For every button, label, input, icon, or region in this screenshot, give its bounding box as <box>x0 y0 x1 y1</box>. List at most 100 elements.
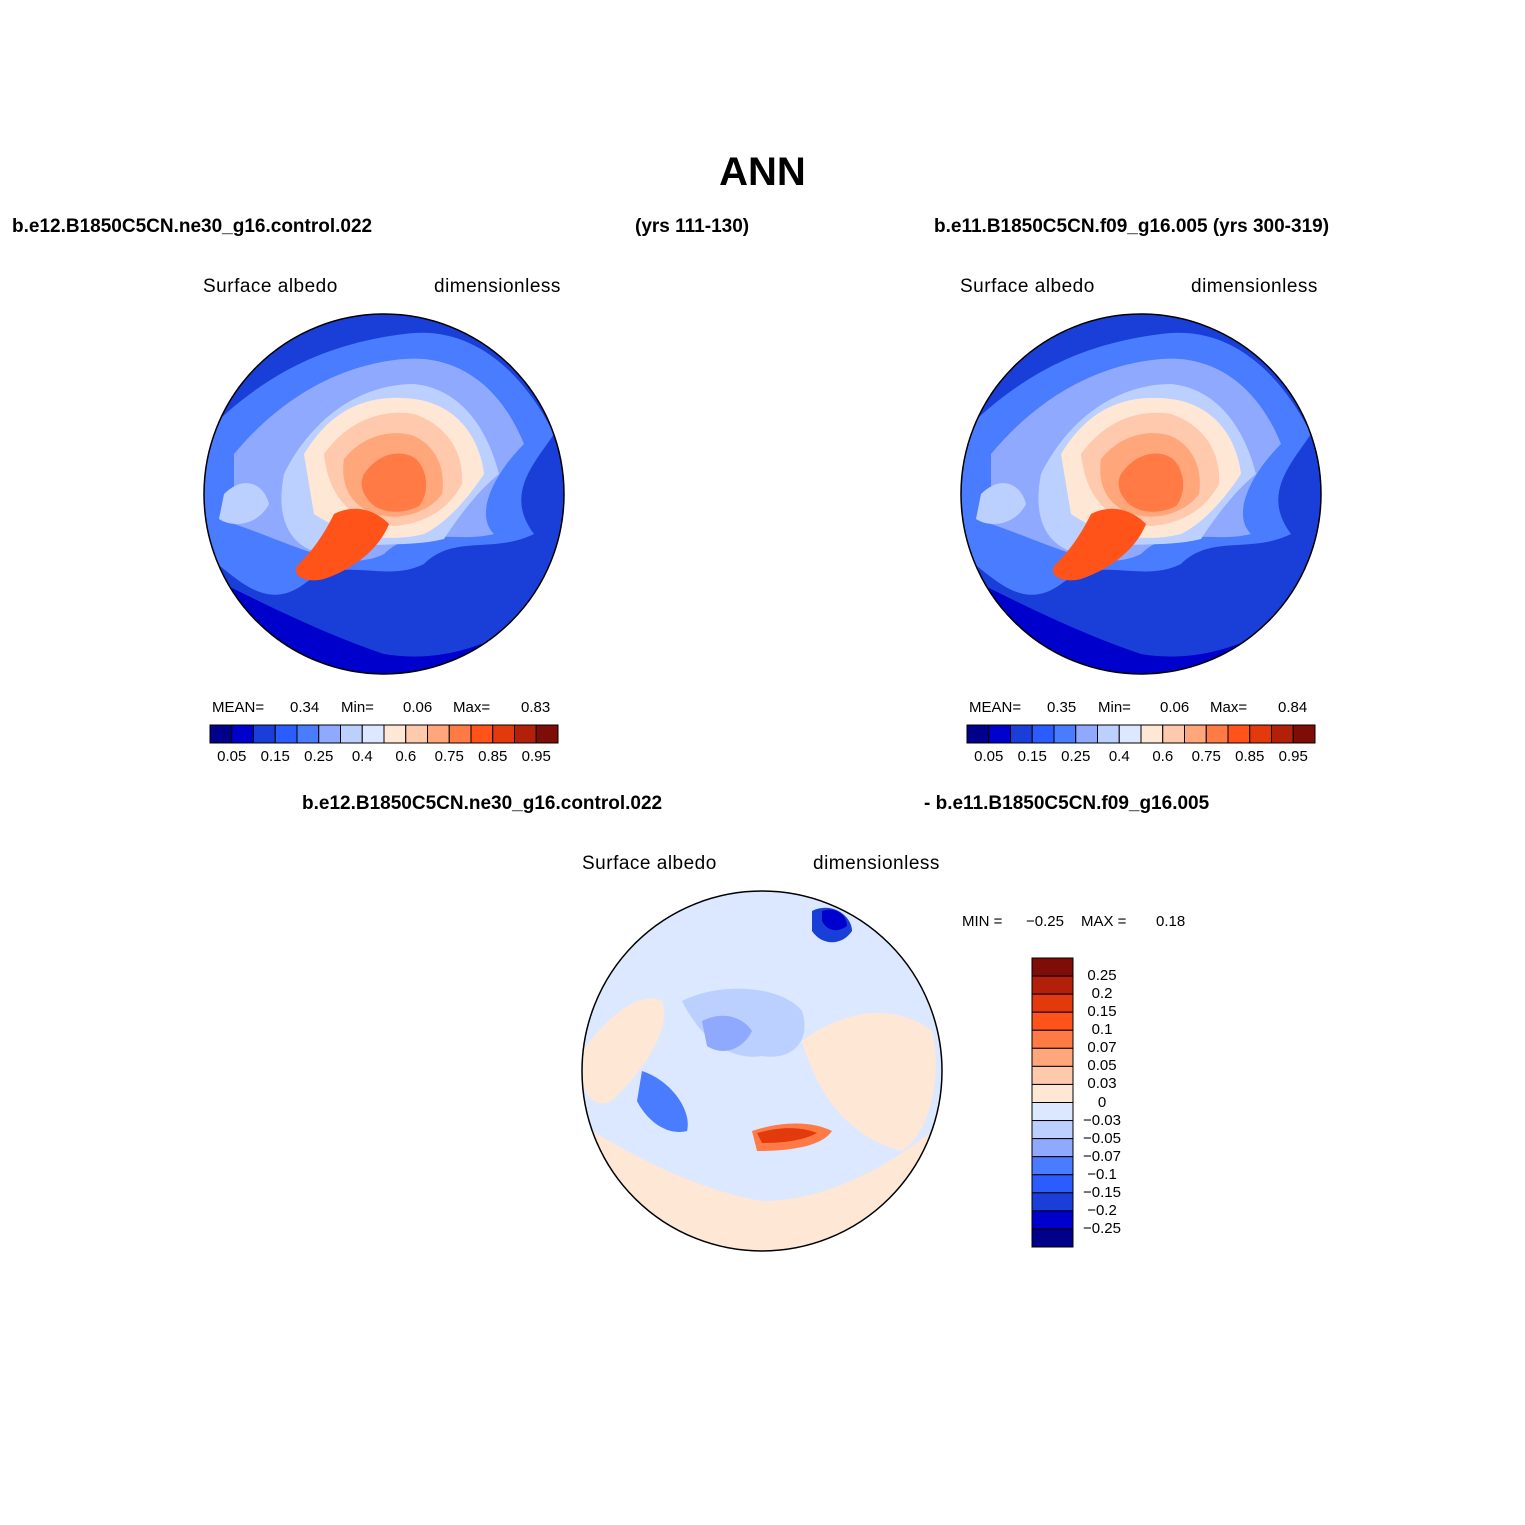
diff-colorbar-cell <box>1031 1156 1074 1176</box>
diff-colorbar-label: −0.15 <box>1083 1183 1121 1201</box>
diff-colorbar-cell <box>1031 1011 1074 1031</box>
colorbar-tick-label: 0.15 <box>1017 748 1047 765</box>
diff-colorbar-cell <box>1031 1083 1074 1103</box>
colorbar-tick-label: 0.4 <box>351 748 373 765</box>
diff-max-label: MAX = <box>1081 913 1127 930</box>
colorbar-cell <box>988 724 1011 744</box>
colorbar-tick-label: 0.6 <box>1152 748 1174 765</box>
colorbar-cell <box>253 724 276 744</box>
diff-colorbar-label: 0.05 <box>1087 1057 1117 1075</box>
panel1-units: dimensionless <box>434 276 561 297</box>
colorbar-tick-label: 0.25 <box>304 748 334 765</box>
colorbar-cell <box>1097 724 1120 744</box>
diff-colorbar-label: 0.07 <box>1087 1039 1117 1057</box>
diff-colorbar-cell <box>1031 1138 1074 1158</box>
colorbar-tick-label: 0.75 <box>1191 748 1221 765</box>
panel1-mean-label: MEAN= <box>212 699 265 716</box>
diff-colorbar-cell <box>1031 1065 1074 1085</box>
diff-colorbar-label: 0 <box>1097 1093 1107 1111</box>
colorbar-cell <box>492 724 515 744</box>
diff-colorbar-cell <box>1031 993 1074 1013</box>
diff-colorbar-label: −0.07 <box>1083 1147 1121 1165</box>
colorbar-cell <box>470 724 494 744</box>
diff-colorbar-cell <box>1031 1047 1074 1067</box>
diff-colorbar-label: −0.2 <box>1087 1201 1117 1219</box>
colorbar-cell <box>1227 724 1251 744</box>
panel2-min-label: Min= <box>1098 699 1131 716</box>
case2-label: b.e11.B1850C5CN.f09_g16.005 (yrs 300-319… <box>934 216 1330 237</box>
colorbar-cell <box>1271 724 1294 744</box>
colorbar-cell <box>1118 724 1142 744</box>
diff-colorbar-cell <box>1031 1228 1074 1248</box>
diff-colorbar-cell <box>1031 1102 1074 1122</box>
panel1-variable: Surface albedo <box>203 276 338 297</box>
diff-colorbar-cell <box>1031 1120 1074 1140</box>
colorbar-cell <box>405 724 428 744</box>
panel1-map <box>203 313 565 675</box>
colorbar-tick-label: 0.4 <box>1108 748 1130 765</box>
panel2-colorbar <box>966 724 1316 744</box>
panel1-min-label: Min= <box>341 699 374 716</box>
panel2-max-label: Max= <box>1210 699 1248 716</box>
case1-label: b.e12.B1850C5CN.ne30_g16.control.022 <box>12 216 373 237</box>
panel2-units: dimensionless <box>1191 276 1318 297</box>
colorbar-cell <box>1031 724 1055 744</box>
colorbar-cell <box>1292 724 1316 744</box>
diff-units: dimensionless <box>813 853 940 874</box>
colorbar-tick-label: 0.95 <box>1278 748 1308 765</box>
diff-colorbar-cell <box>1031 1029 1074 1049</box>
colorbar-tick-label: 0.05 <box>974 748 1004 765</box>
panel1-max-value: 0.83 <box>521 699 551 716</box>
diff-colorbar-cell <box>1031 975 1074 995</box>
diff-colorbar-label: 0.15 <box>1087 1003 1117 1021</box>
colorbar-tick-label: 0.75 <box>434 748 464 765</box>
colorbar-cell <box>231 724 254 744</box>
colorbar-cell <box>535 724 559 744</box>
panel2-max-value: 0.84 <box>1278 699 1308 716</box>
colorbar-cell <box>448 724 472 744</box>
diff-variable: Surface albedo <box>582 853 717 874</box>
diff-colorbar-cell <box>1031 1192 1074 1212</box>
colorbar-cell <box>1205 724 1229 744</box>
colorbar-tick-label: 0.25 <box>1061 748 1091 765</box>
panel2-mean-label: MEAN= <box>969 699 1022 716</box>
diff-min-value: −0.25 <box>1026 913 1064 930</box>
diff-colorbar-cell <box>1031 1174 1074 1194</box>
colorbar-cell <box>514 724 537 744</box>
panel2-mean-value: 0.35 <box>1047 699 1077 716</box>
colorbar-cell <box>209 724 233 744</box>
case1-years-label: (yrs 111-130) <box>635 216 750 237</box>
colorbar-cell <box>1053 724 1077 744</box>
colorbar-cell <box>966 724 990 744</box>
colorbar-cell <box>427 724 450 744</box>
panel2-min-value: 0.06 <box>1160 699 1190 716</box>
colorbar-tick-label: 0.95 <box>521 748 551 765</box>
colorbar-tick-label: 0.85 <box>1235 748 1265 765</box>
colorbar-cell <box>274 724 298 744</box>
colorbar-cell <box>340 724 363 744</box>
diff-min-label: MIN = <box>962 913 1003 930</box>
colorbar-tick-label: 0.15 <box>260 748 290 765</box>
diff-max-value: 0.18 <box>1156 913 1186 930</box>
colorbar-cell <box>1162 724 1185 744</box>
diff-map <box>581 890 943 1252</box>
colorbar-tick-label: 0.05 <box>217 748 247 765</box>
diff-colorbar-label: 0.25 <box>1087 967 1117 985</box>
diff-case-a-label: b.e12.B1850C5CN.ne30_g16.control.022 <box>302 793 663 814</box>
diff-colorbar-cell <box>1031 1210 1074 1230</box>
diff-colorbar-label: 0.03 <box>1087 1075 1117 1093</box>
diff-case-b-label: - b.e11.B1850C5CN.f09_g16.005 <box>924 793 1210 814</box>
diff-colorbar-label: −0.05 <box>1083 1129 1121 1147</box>
colorbar-cell <box>1140 724 1164 744</box>
panel1-colorbar <box>209 724 559 744</box>
colorbar-cell <box>1184 724 1207 744</box>
panel2-map <box>960 313 1322 675</box>
panel2-variable: Surface albedo <box>960 276 1095 297</box>
diff-colorbar <box>1031 957 1074 1248</box>
colorbar-cell <box>296 724 320 744</box>
colorbar-cell <box>1075 724 1098 744</box>
colorbar-cell <box>1249 724 1272 744</box>
diff-colorbar-label: −0.03 <box>1083 1111 1121 1129</box>
colorbar-tick-label: 0.85 <box>478 748 508 765</box>
